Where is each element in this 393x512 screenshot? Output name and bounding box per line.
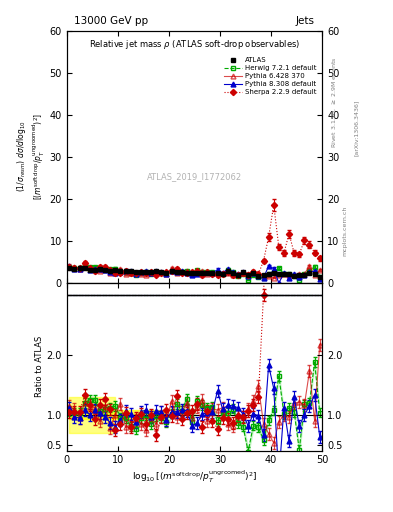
Text: ATLAS_2019_I1772062: ATLAS_2019_I1772062 — [147, 173, 242, 181]
Text: Rivet 3.1.10, $\geq$ 2.9M events: Rivet 3.1.10, $\geq$ 2.9M events — [330, 57, 338, 148]
Y-axis label: Ratio to ATLAS: Ratio to ATLAS — [35, 336, 44, 397]
Legend: ATLAS, Herwig 7.2.1 default, Pythia 6.428 370, Pythia 8.308 default, Sherpa 2.2.: ATLAS, Herwig 7.2.1 default, Pythia 6.42… — [222, 54, 319, 98]
Text: Jets: Jets — [296, 16, 314, 26]
Text: mcplots.cern.ch: mcplots.cern.ch — [342, 205, 347, 255]
Y-axis label: $(1/\sigma_{resm})$ $d\sigma/d\log_{10}$
$[(m^{\rm soft\,drop}/p_T^{\rm ungroome: $(1/\sigma_{resm})$ $d\sigma/d\log_{10}$… — [15, 113, 47, 200]
Text: [arXiv:1306.3436]: [arXiv:1306.3436] — [354, 100, 359, 156]
X-axis label: $\log_{10}[(m^{\rm soft\,drop}/p_T^{\rm ungroomed})^2]$: $\log_{10}[(m^{\rm soft\,drop}/p_T^{\rm … — [132, 468, 257, 484]
Text: Relative jet mass $\rho$ (ATLAS soft-drop observables): Relative jet mass $\rho$ (ATLAS soft-dro… — [89, 38, 300, 51]
Text: 13000 GeV pp: 13000 GeV pp — [75, 16, 149, 26]
